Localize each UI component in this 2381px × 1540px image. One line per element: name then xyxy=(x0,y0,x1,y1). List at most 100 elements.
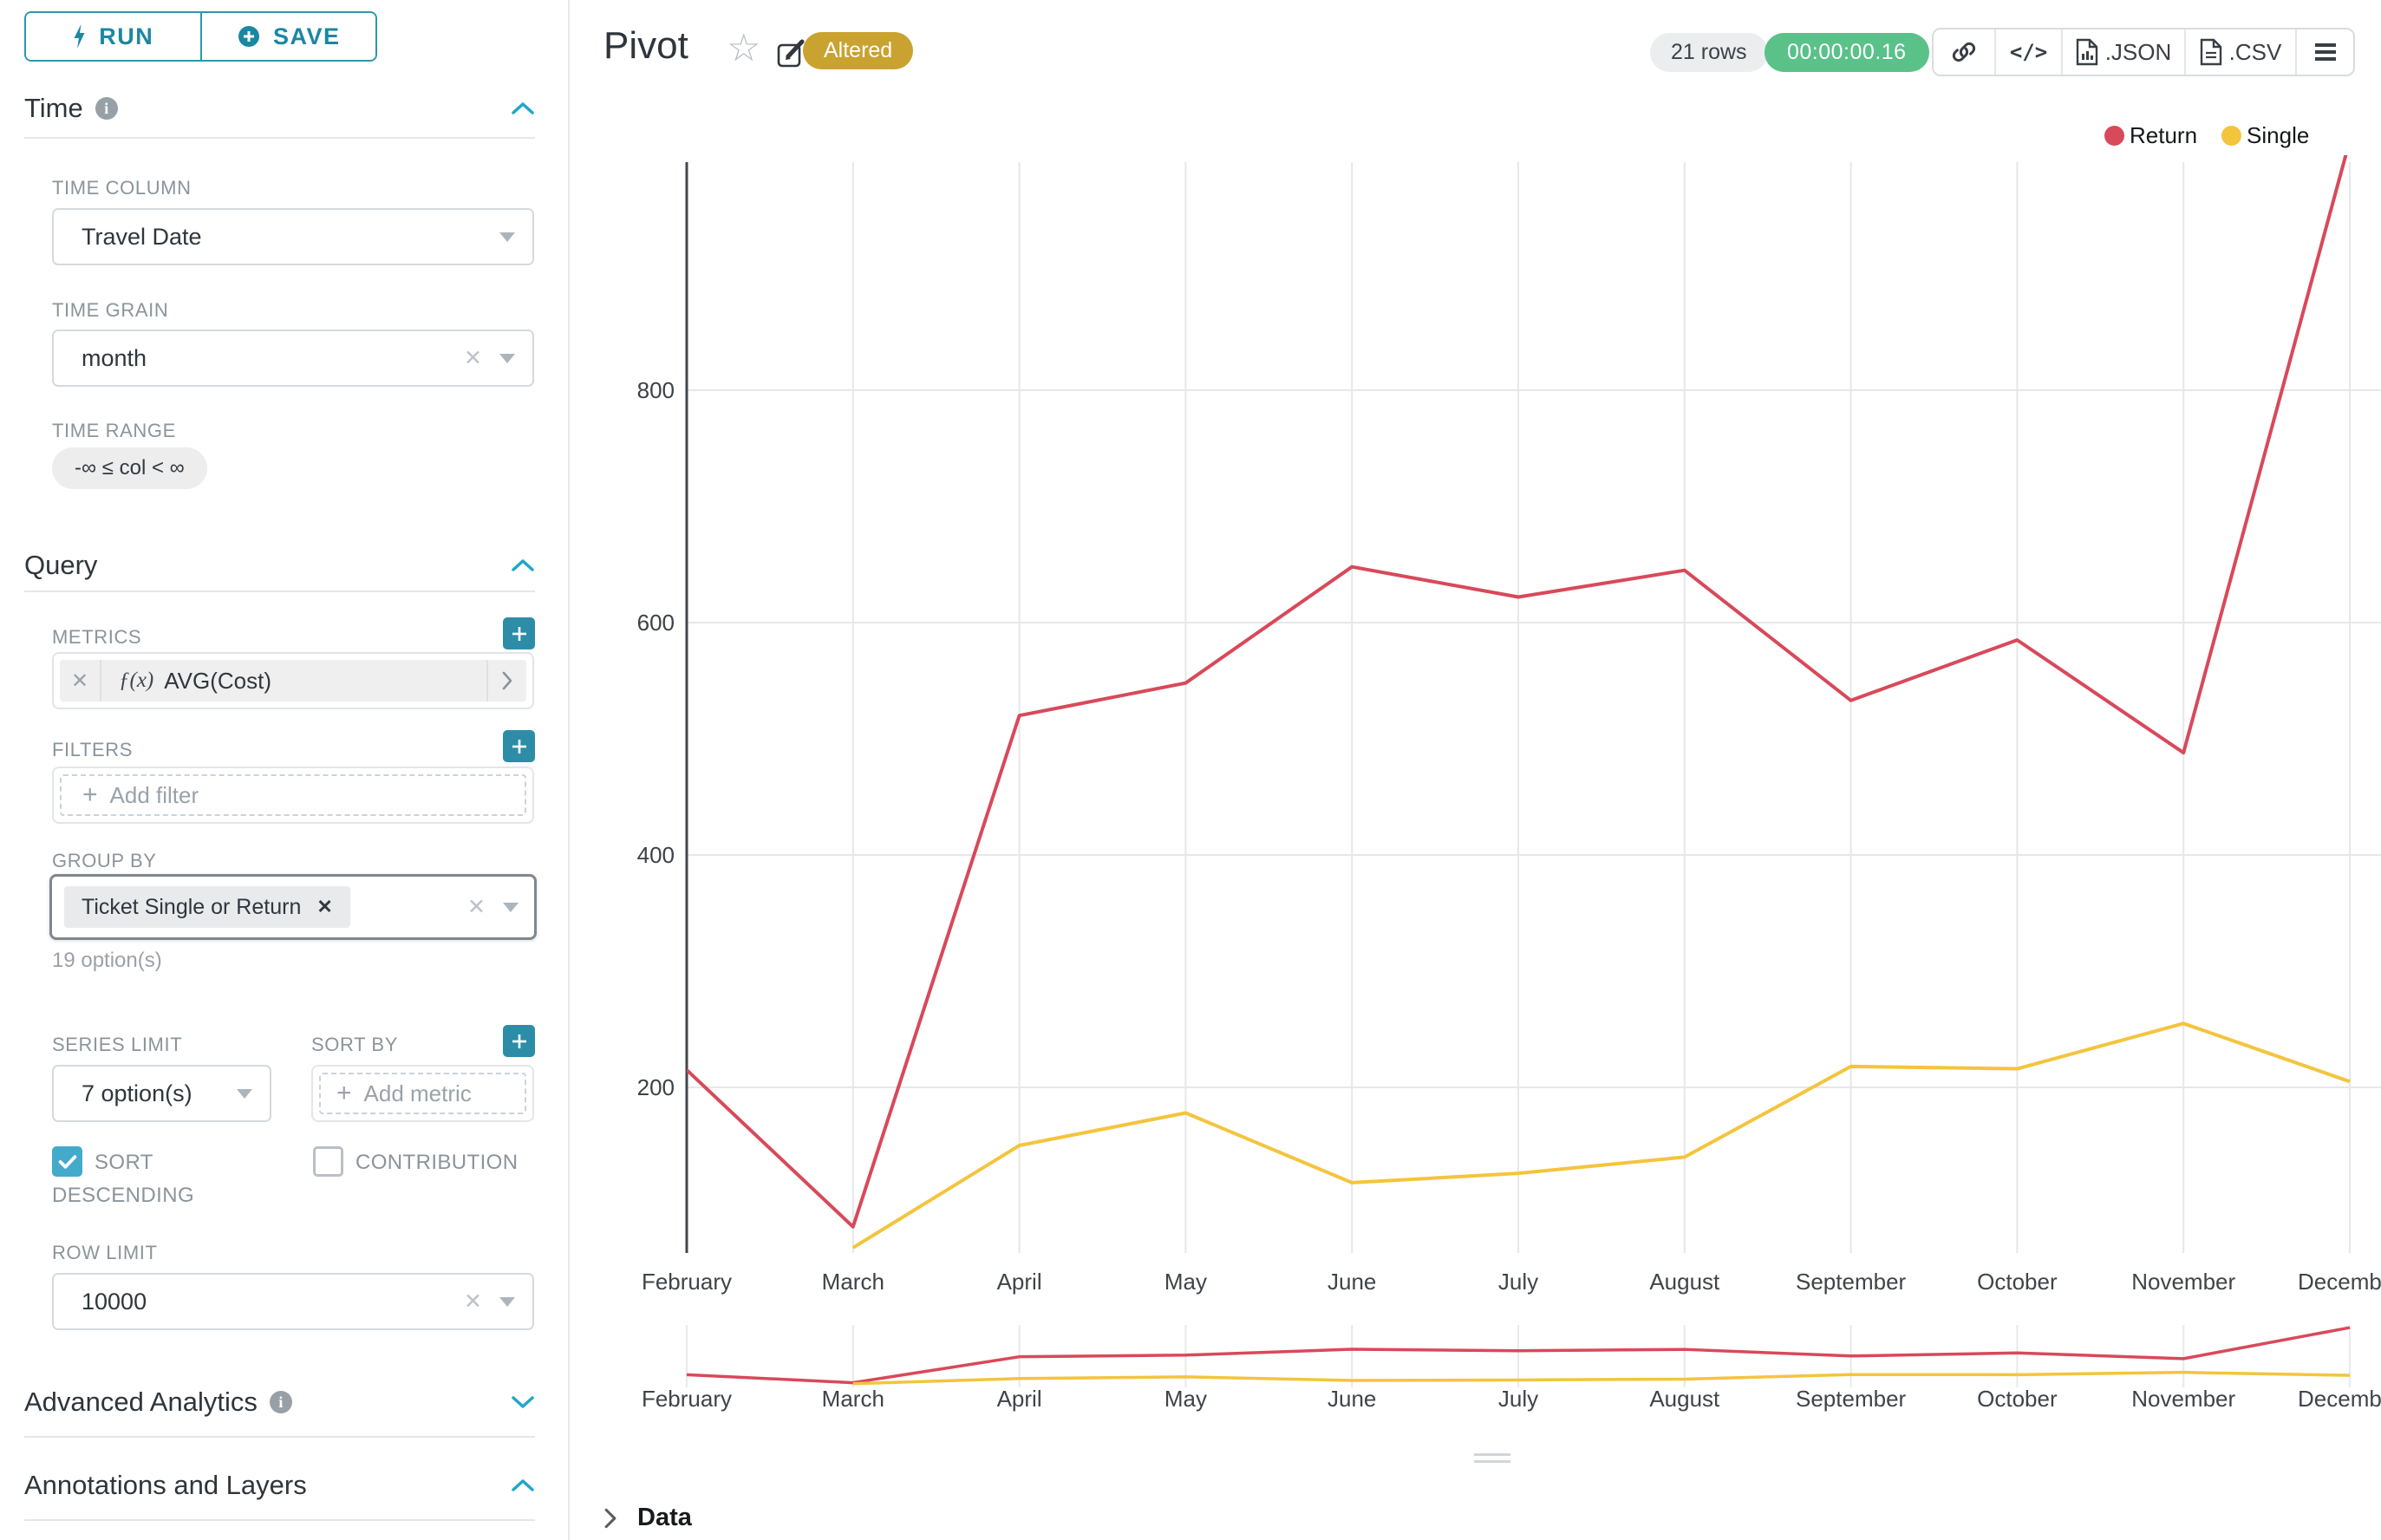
time-section-header[interactable]: Time i xyxy=(24,92,535,125)
save-button[interactable]: SAVE xyxy=(201,13,375,60)
file-json-icon xyxy=(2076,38,2097,66)
series-limit-select[interactable]: 7 option(s) xyxy=(52,1065,271,1122)
control-sidebar: RUN SAVE Time i TIME COLUMN Travel Date xyxy=(0,0,568,1540)
preview-x-tick-label: April xyxy=(997,1386,1042,1412)
annotations-header[interactable]: Annotations and Layers xyxy=(24,1469,535,1502)
add-filter-placeholder: Add filter xyxy=(109,781,199,808)
legend-dot-single xyxy=(2221,126,2242,146)
info-icon: i xyxy=(95,97,118,120)
chevron-up-icon[interactable] xyxy=(511,1478,535,1492)
preview-x-tick-label: November xyxy=(2131,1386,2235,1412)
export-csv-button[interactable]: .CSV xyxy=(2184,29,2295,75)
more-options-button[interactable] xyxy=(2295,29,2353,75)
x-tick-label: July xyxy=(1498,1269,1538,1295)
query-section-title: Query xyxy=(24,550,98,580)
preview-line-return xyxy=(686,1326,2351,1385)
chevron-up-icon[interactable] xyxy=(511,101,535,115)
legend-item-return[interactable]: Return xyxy=(2104,122,2197,149)
time-grain-label: TIME GRAIN xyxy=(52,299,169,321)
edit-icon[interactable] xyxy=(775,36,808,69)
preview-x-tick-label: March xyxy=(822,1386,884,1412)
remove-metric-icon[interactable]: ✕ xyxy=(60,660,101,701)
group-by-chip-label: Ticket Single or Return xyxy=(82,894,302,919)
chart-legend: Return Single xyxy=(2104,122,2309,149)
preview-x-tick-label: December xyxy=(2298,1386,2381,1412)
preview-x-tick-label: February xyxy=(642,1386,732,1412)
contribution-control: CONTRIBUTION xyxy=(313,1146,530,1179)
chevron-down-icon xyxy=(503,902,519,912)
sort-descending-checkbox[interactable] xyxy=(52,1146,82,1177)
run-button-label: RUN xyxy=(99,23,154,49)
preview-x-tick-label: September xyxy=(1796,1386,1907,1412)
clear-icon[interactable]: ✕ xyxy=(467,895,486,919)
row-limit-label: ROW LIMIT xyxy=(52,1242,158,1263)
clear-icon[interactable]: ✕ xyxy=(464,346,482,370)
row-limit-select[interactable]: 10000 ✕ xyxy=(52,1273,534,1330)
query-section-header[interactable]: Query xyxy=(24,549,535,582)
data-section-label: Data xyxy=(637,1504,692,1531)
add-filter-dropzone[interactable]: + Add filter xyxy=(60,774,526,816)
filters-field: + Add filter xyxy=(52,767,534,824)
metric-pill[interactable]: ✕ ƒ(x) AVG(Cost) xyxy=(60,660,526,701)
time-column-label: TIME COLUMN xyxy=(52,177,192,199)
group-by-chip[interactable]: Ticket Single or Return ✕ xyxy=(64,886,350,928)
chevron-down-icon xyxy=(499,353,515,363)
sort-descending-control: SORT DESCENDING xyxy=(52,1146,269,1212)
embed-code-button[interactable]: </> xyxy=(1994,29,2061,75)
advanced-analytics-header[interactable]: Advanced Analytics i xyxy=(24,1386,535,1419)
metric-expand-button[interactable] xyxy=(486,660,526,701)
contribution-checkbox[interactable] xyxy=(313,1146,343,1177)
plus-icon xyxy=(512,739,526,754)
legend-dot-return xyxy=(2104,126,2124,146)
lightning-icon xyxy=(74,24,85,49)
legend-item-single[interactable]: Single xyxy=(2221,122,2309,149)
group-by-select[interactable]: Ticket Single or Return ✕ ✕ xyxy=(49,874,537,940)
run-save-button-group: RUN SAVE xyxy=(24,11,377,62)
clear-icon[interactable]: ✕ xyxy=(464,1289,482,1314)
annotations-title: Annotations and Layers xyxy=(24,1470,307,1500)
line-chart: 200 400 600 800 February February March March Ap… xyxy=(637,155,2381,1412)
preview-line-single xyxy=(852,1370,2351,1386)
x-tick-label: November xyxy=(2131,1269,2235,1295)
y-tick-label: 800 xyxy=(637,377,675,403)
preview-x-tick-label: October xyxy=(1977,1386,2058,1412)
add-filter-button[interactable] xyxy=(503,730,535,762)
row-count-value: 21 rows xyxy=(1671,40,1747,64)
copy-link-button[interactable] xyxy=(1934,29,1994,75)
metric-field: ✕ ƒ(x) AVG(Cost) xyxy=(52,652,534,709)
resize-handle[interactable] xyxy=(1474,1453,1510,1467)
remove-chip-icon[interactable]: ✕ xyxy=(316,896,333,917)
favorite-star-icon[interactable]: ☆ xyxy=(727,27,761,69)
time-range-pill[interactable]: -∞ ≤ col < ∞ xyxy=(52,447,207,489)
query-timer-value: 00:00:00.16 xyxy=(1787,40,1907,64)
time-grain-select[interactable]: month ✕ xyxy=(52,330,534,387)
preview-x-tick-label: July xyxy=(1498,1386,1538,1412)
preview-x-tick-label: June xyxy=(1327,1386,1376,1412)
contribution-label: CONTRIBUTION xyxy=(356,1151,519,1174)
time-range-value: -∞ ≤ col < ∞ xyxy=(75,456,185,480)
add-metric-placeholder: Add metric xyxy=(363,1080,472,1106)
add-metric-button[interactable] xyxy=(503,617,535,649)
page-title: Pivot xyxy=(603,24,688,67)
function-icon: ƒ(x) xyxy=(119,669,154,692)
chevron-up-icon[interactable] xyxy=(511,558,535,572)
export-json-button[interactable]: .JSON xyxy=(2061,29,2184,75)
altered-badge[interactable]: Altered xyxy=(803,32,914,69)
check-icon xyxy=(58,1154,76,1169)
plus-icon xyxy=(512,626,526,641)
export-csv-label: .CSV xyxy=(2228,38,2282,65)
sort-by-field: + Add metric xyxy=(311,1065,534,1122)
data-section-toggle[interactable]: Data xyxy=(604,1504,692,1532)
preview-x-tick-label: May xyxy=(1164,1386,1207,1412)
time-column-select[interactable]: Travel Date xyxy=(52,208,534,265)
series-line-return xyxy=(687,155,2348,1229)
add-sort-metric-button[interactable] xyxy=(503,1025,535,1057)
time-column-value: Travel Date xyxy=(82,223,202,250)
chevron-down-icon[interactable] xyxy=(511,1395,535,1409)
add-sort-metric-dropzone[interactable]: + Add metric xyxy=(319,1073,526,1114)
group-by-hint: 19 option(s) xyxy=(52,949,162,972)
x-tick-label: March xyxy=(822,1269,884,1295)
section-divider xyxy=(24,591,535,592)
run-button[interactable]: RUN xyxy=(26,13,202,60)
chevron-down-icon xyxy=(237,1088,252,1099)
